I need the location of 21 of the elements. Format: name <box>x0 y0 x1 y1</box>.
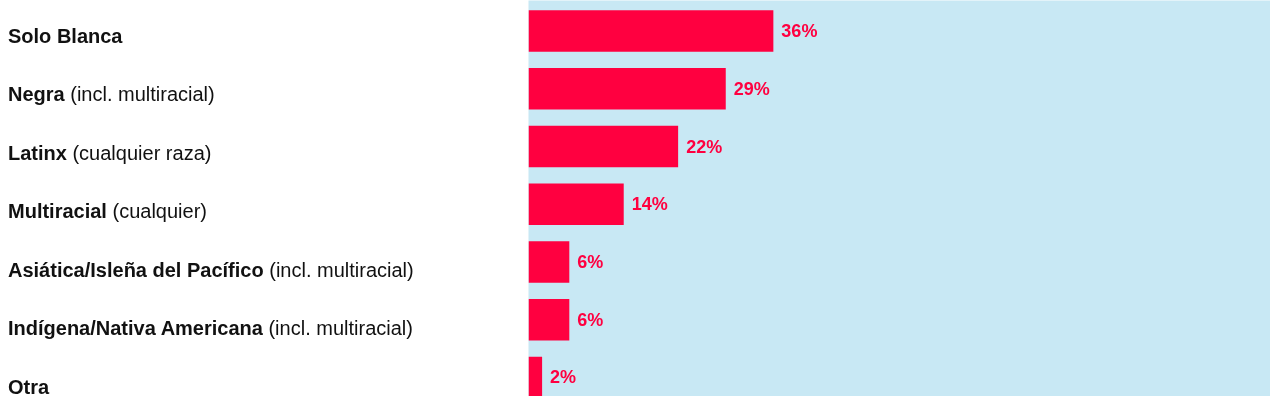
y-tick-label: Negra (incl. multiracial) <box>8 82 215 108</box>
bar <box>528 356 543 396</box>
data-label: 22% <box>686 136 723 157</box>
data-label: 2% <box>550 367 577 388</box>
y-tick-label: Latinx (cualquier raza) <box>8 140 212 166</box>
data-label: 29% <box>733 78 770 99</box>
y-tick-label: Otra <box>8 375 50 398</box>
bar <box>528 299 570 341</box>
bar <box>528 10 774 52</box>
data-label: 6% <box>577 252 604 272</box>
y-tick-label: Multiracial (cualquier) <box>8 199 207 225</box>
bar <box>528 183 624 225</box>
bar <box>528 241 570 283</box>
data-label: 14% <box>631 194 668 215</box>
bar <box>528 125 679 168</box>
y-tick-label: Asiática/Isleña del Pacífico (incl. multiracial) <box>8 257 414 283</box>
bar <box>528 68 726 110</box>
y-tick-label: Indígena/Nativa Americana (incl. multiracial) <box>8 316 413 342</box>
data-label: 36% <box>781 21 818 42</box>
data-label: 6% <box>577 309 604 330</box>
y-tick-label: Solo Blanca <box>8 24 123 47</box>
